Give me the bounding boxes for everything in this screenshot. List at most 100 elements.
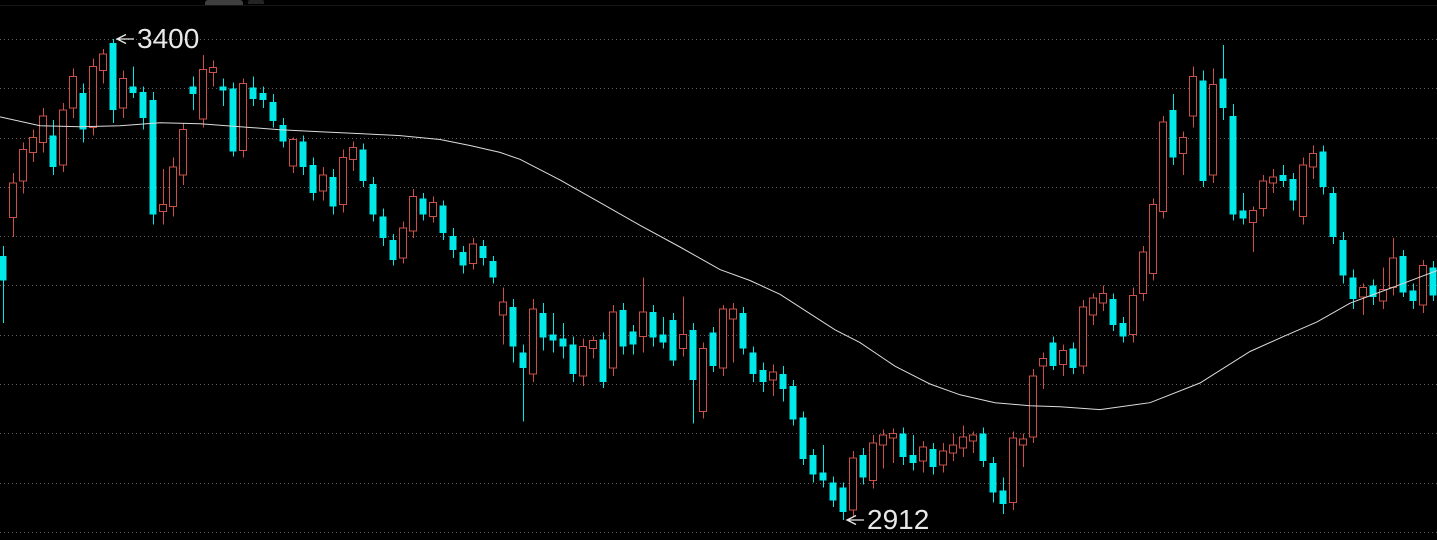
candle-up [319, 167, 327, 201]
candle-up [1159, 115, 1167, 219]
candle-down [109, 39, 117, 123]
candle-up [399, 221, 407, 264]
candle-up [1099, 285, 1107, 312]
top-edge-hairline [0, 5, 1437, 6]
candle-down [989, 456, 997, 503]
candle-up [209, 60, 217, 87]
candle-up [959, 425, 967, 457]
candle-down [929, 443, 937, 475]
candle-up [769, 364, 777, 396]
candle-up [579, 338, 587, 386]
candle-up [1039, 352, 1047, 389]
window-tab-remnant-small [248, 0, 264, 4]
candle-down [859, 448, 867, 485]
candle-down [509, 299, 517, 363]
candle-down [569, 336, 577, 383]
candle-up [889, 428, 897, 463]
candle-up [409, 188, 417, 239]
candle-up [289, 137, 297, 174]
candle-down [1229, 104, 1237, 221]
candle-up [1079, 300, 1087, 375]
candle-up [1179, 131, 1187, 176]
candle-down [539, 303, 547, 351]
candle-down [1339, 232, 1347, 284]
candle-down [809, 449, 817, 483]
candle-down [189, 76, 197, 110]
candle-down [759, 362, 767, 392]
candle-down [649, 305, 657, 347]
candle-down [1069, 342, 1077, 375]
candle-down [559, 322, 567, 359]
candle-down [369, 176, 377, 222]
candle-down [309, 157, 317, 201]
candle-up [39, 107, 47, 153]
candle-up [1189, 66, 1197, 128]
candle-down [659, 316, 667, 349]
candle-up [949, 433, 957, 461]
candle-down [739, 307, 747, 355]
candle-down [839, 482, 847, 521]
candle-up [1059, 344, 1067, 377]
candle-down [379, 208, 387, 246]
candle-down [1409, 283, 1417, 310]
candle-down [1329, 186, 1337, 245]
candle-down [49, 119, 57, 176]
candle-down [979, 427, 987, 467]
candle-down [1219, 44, 1227, 120]
candle-down [909, 435, 917, 471]
candle-up [349, 141, 357, 172]
candle-down [0, 245, 7, 323]
candle-up [69, 68, 77, 118]
candle-down [389, 234, 397, 266]
candle-up [29, 129, 37, 163]
candle-up [1309, 145, 1317, 179]
candle-up [869, 435, 877, 489]
candle-up [59, 103, 67, 173]
candle-down [249, 76, 257, 107]
candle-down [1199, 70, 1207, 187]
candle-up [469, 238, 477, 270]
candle-up [1359, 283, 1367, 315]
candle-up [1139, 245, 1147, 302]
candle-up [1269, 169, 1277, 193]
candle-up [1009, 431, 1017, 511]
candle-up [169, 157, 177, 217]
candle-up [879, 429, 887, 469]
candle-down [689, 322, 697, 424]
candle-down [749, 346, 757, 383]
candle-up [609, 305, 617, 377]
candle-up [719, 305, 727, 377]
candle-up [939, 443, 947, 473]
candle-down [1279, 165, 1287, 187]
candle-up [499, 287, 507, 345]
candle-up [119, 70, 127, 118]
candle-down [419, 192, 427, 221]
candle-up [589, 336, 597, 359]
candle-up [159, 169, 167, 225]
candle-up [969, 431, 977, 453]
candle-down [619, 303, 627, 355]
candle-up [1149, 198, 1157, 281]
candle-down [269, 94, 277, 128]
candle-down [1109, 293, 1117, 331]
candle-down [489, 255, 497, 284]
candle-up [1379, 267, 1387, 310]
candle-up [1419, 259, 1427, 314]
candle-up [89, 58, 97, 136]
candle-up [639, 277, 647, 353]
candle-up [339, 149, 347, 213]
candle-up [19, 142, 27, 194]
moving-average-line [0, 116, 1437, 411]
candle-down [149, 92, 157, 225]
candle-down [139, 86, 147, 130]
candle-down [1429, 260, 1437, 302]
window-tab-remnant [205, 0, 243, 5]
annotation-arrow [115, 33, 134, 45]
candle-up [1209, 68, 1217, 183]
candle-down [449, 228, 457, 258]
candle-up [199, 54, 207, 128]
candles [0, 39, 1437, 521]
candle-up [679, 296, 687, 357]
candle-down [669, 313, 677, 367]
candle-down [1169, 94, 1177, 166]
